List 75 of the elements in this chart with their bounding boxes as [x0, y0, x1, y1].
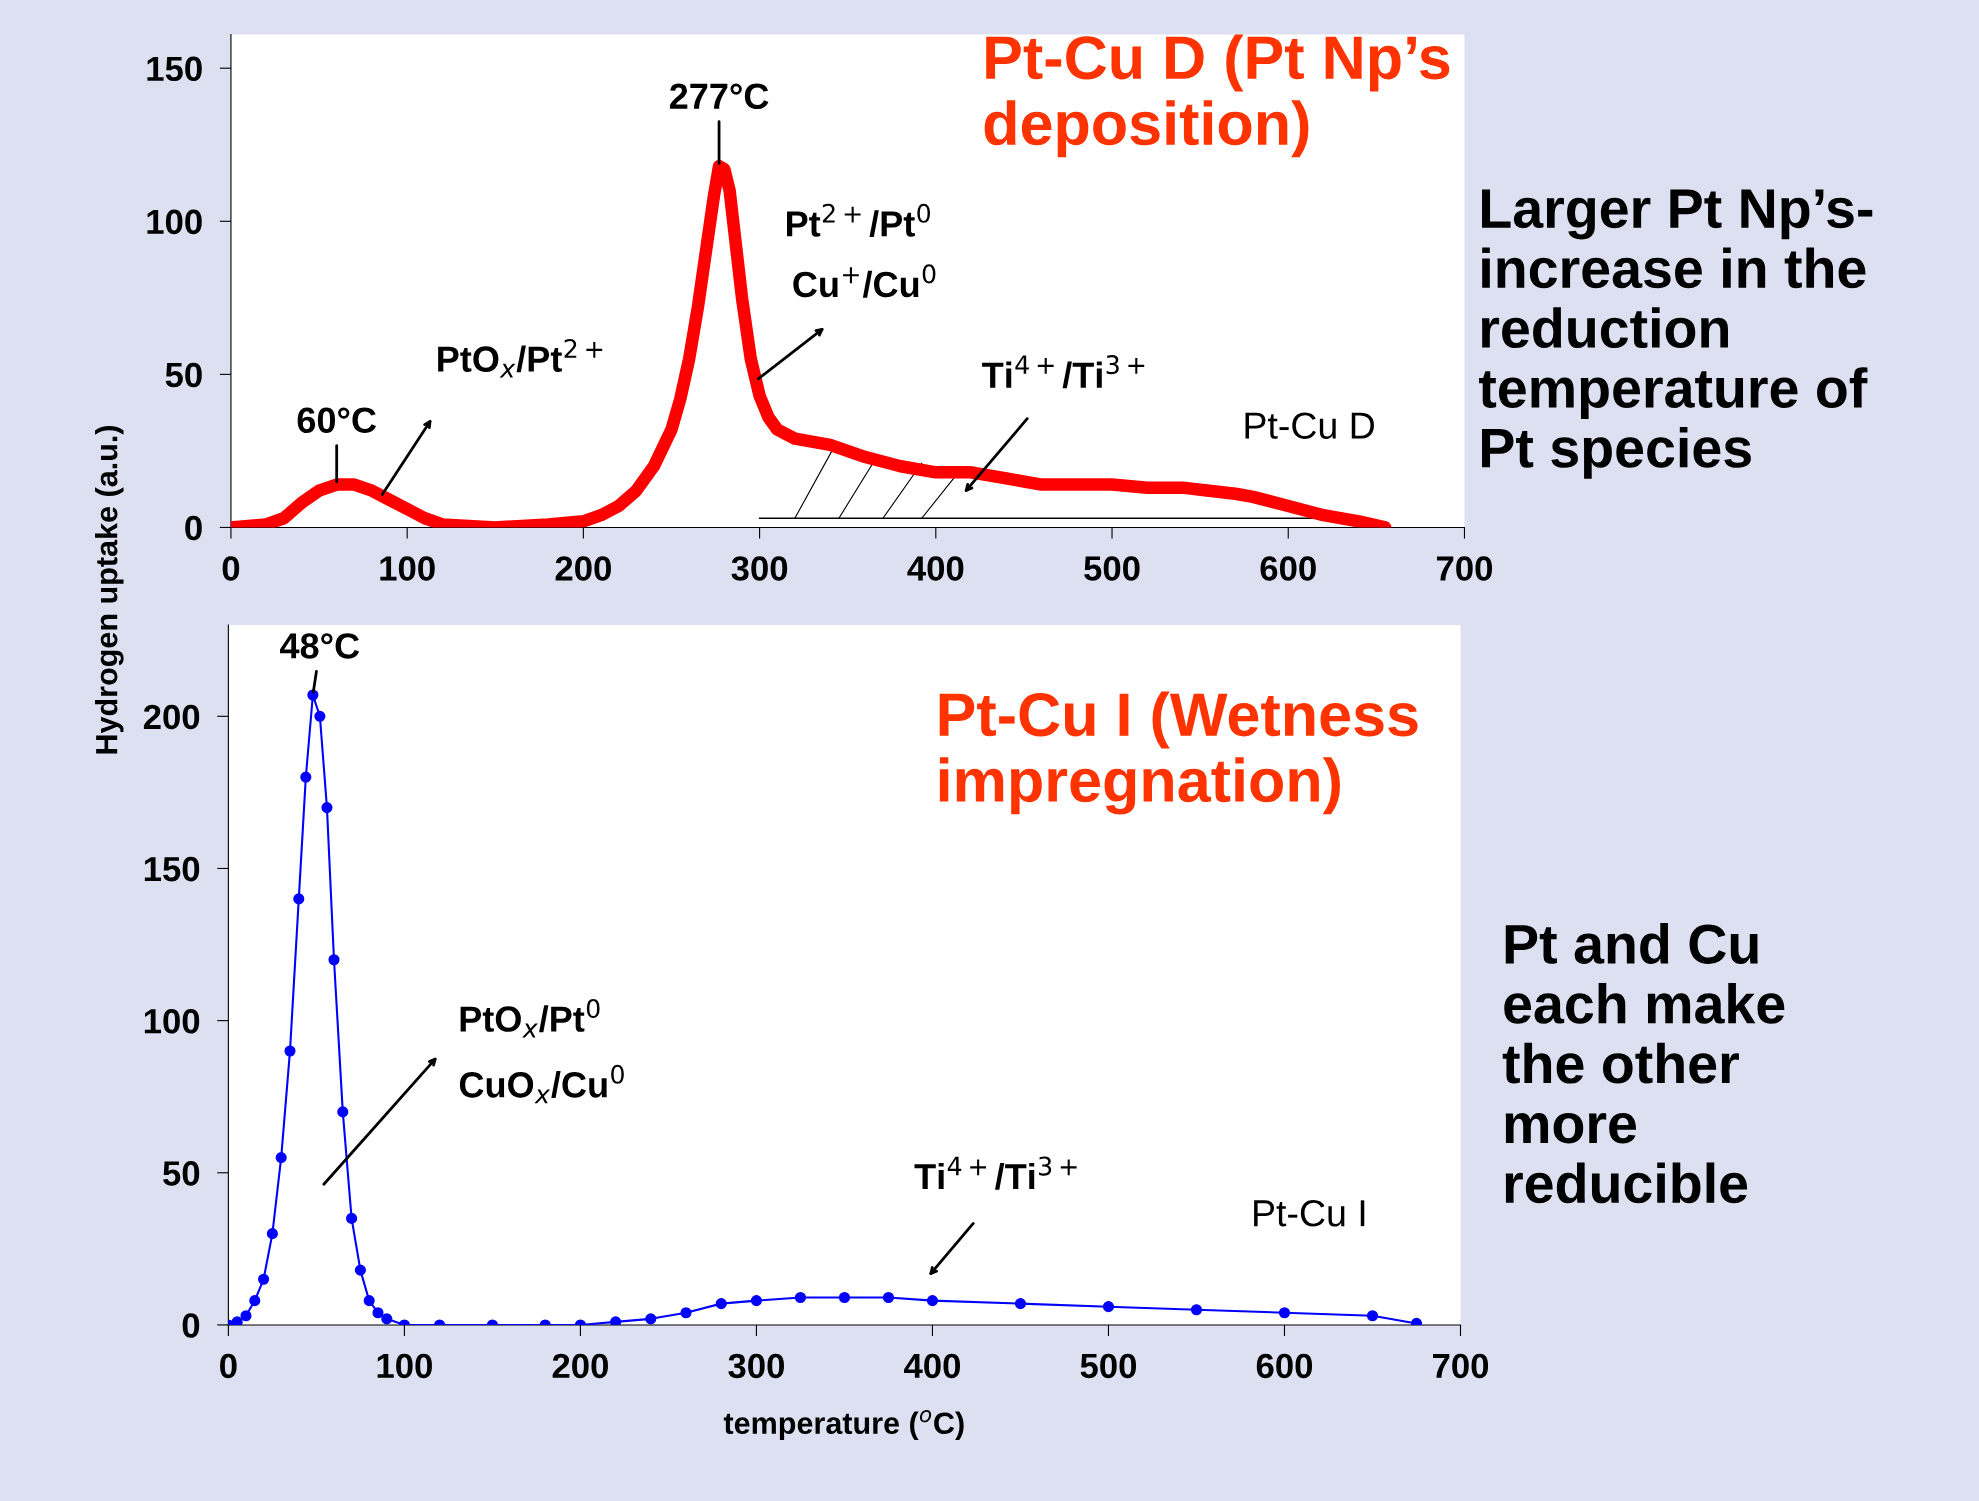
- point: [1102, 1301, 1115, 1313]
- point: [231, 1316, 243, 1325]
- x-tick-label: 200: [555, 556, 611, 581]
- point: [258, 1273, 270, 1285]
- x-tick-label: 600: [1260, 556, 1316, 581]
- point: [249, 1295, 261, 1307]
- point: [838, 1291, 850, 1304]
- point: [314, 710, 326, 722]
- series-label: Pt-Cu D: [1245, 412, 1374, 439]
- point: [372, 1307, 384, 1319]
- point: [1278, 1307, 1291, 1319]
- x-axis-title: temperature ($^{o}$C): [723, 1410, 964, 1441]
- point: [645, 1313, 657, 1325]
- x-tick-label: 500: [1080, 1353, 1137, 1379]
- point: [1366, 1310, 1379, 1322]
- point: [1014, 1298, 1027, 1310]
- point: [300, 771, 312, 783]
- point: [680, 1307, 692, 1319]
- point: [321, 802, 333, 814]
- point: [610, 1316, 622, 1325]
- x-tick-label: 400: [904, 1353, 960, 1379]
- x-tick-label: 200: [552, 1353, 608, 1379]
- point: [293, 893, 305, 905]
- annotation: Pt$^{2+}$/Pt$^{0}$: [787, 203, 931, 238]
- text: Pt-Cu I: [1254, 1199, 1365, 1227]
- annotation: 60°C: [297, 407, 377, 434]
- x-tick-label: 300: [728, 1353, 784, 1379]
- point: [346, 1212, 358, 1224]
- text: Pt and Cu each make the other more reducible: [1502, 923, 1785, 1204]
- y-tick-label: 50: [165, 362, 202, 388]
- x-tick-label: 700: [1436, 556, 1493, 581]
- point: [266, 1228, 278, 1240]
- point: [794, 1291, 806, 1304]
- y-tick-label: 100: [147, 209, 202, 235]
- x-tick-label: 0: [220, 1353, 237, 1379]
- x-tick-label: 500: [1084, 556, 1140, 581]
- point: [715, 1298, 727, 1310]
- annotation: PtO$_{x}$/Pt$^{0}$: [460, 998, 600, 1038]
- point: [1190, 1304, 1203, 1316]
- point: [354, 1264, 366, 1276]
- point: [363, 1295, 375, 1307]
- annotation: Ti$^{4+}$/Ti$^{3+}$: [914, 1156, 1077, 1190]
- annotation: CuO$_{x}$/Cu$^{0}$: [459, 1064, 624, 1104]
- annotation: 48°C: [280, 633, 360, 659]
- x-tick-label: 400: [907, 556, 964, 581]
- annotation: 277°C: [669, 83, 769, 110]
- x-tick-label: 0: [222, 556, 240, 581]
- point: [275, 1152, 287, 1164]
- y-tick-label: 200: [143, 704, 200, 730]
- y-axis-title: Hydrogen uptake (a.u.): [95, 426, 124, 754]
- y-tick-label: 150: [147, 56, 202, 82]
- x-tick-label: 100: [380, 556, 435, 581]
- point: [926, 1295, 939, 1307]
- point: [381, 1313, 393, 1325]
- text: Pt-Cu D (Pt Np’s deposition): [984, 34, 1450, 158]
- annotation: Cu$^{+}$/Cu$^{0}$: [793, 264, 936, 298]
- annotation: Ti$^{4+}$/Ti$^{3+}$: [982, 355, 1145, 389]
- text: Larger Pt Np’s- increase in the reduction temperature of Pt species: [1478, 189, 1873, 479]
- y-tick-label: 0: [185, 515, 202, 541]
- y-tick-label: 50: [163, 1161, 200, 1186]
- y-tick-label: 0: [182, 1313, 200, 1338]
- annotation: PtO$_{x}$/Pt$^{2+}$: [438, 339, 603, 378]
- point: [882, 1291, 895, 1304]
- x-tick-label: 300: [731, 556, 788, 581]
- x-tick-label: 700: [1433, 1353, 1489, 1379]
- point: [337, 1106, 349, 1118]
- point: [328, 954, 340, 966]
- x-tick-label: 100: [377, 1353, 432, 1379]
- point: [750, 1295, 762, 1307]
- text: Pt-Cu I (Wetness impregnation): [939, 691, 1418, 815]
- point: [240, 1310, 252, 1322]
- x-tick-label: 600: [1256, 1353, 1313, 1379]
- point: [284, 1045, 296, 1057]
- y-tick-label: 150: [144, 856, 200, 882]
- y-tick-label: 100: [144, 1008, 200, 1034]
